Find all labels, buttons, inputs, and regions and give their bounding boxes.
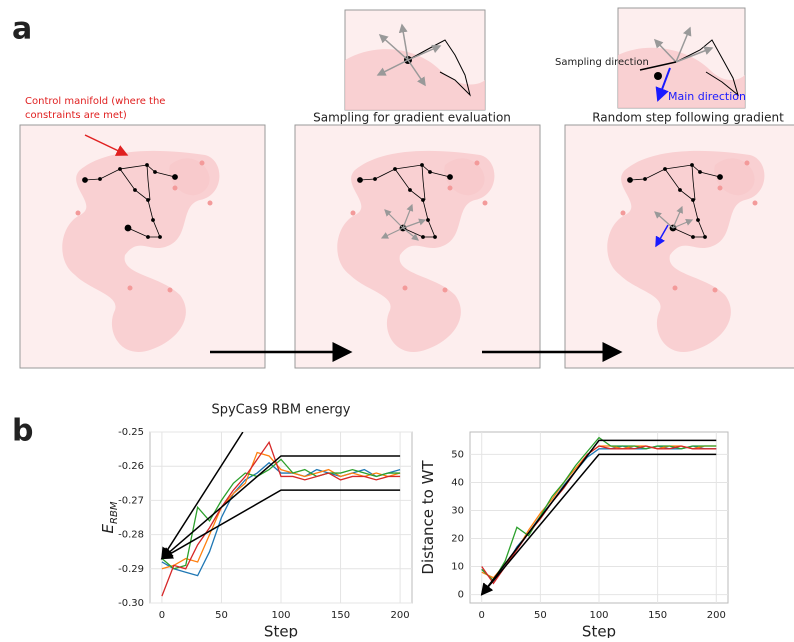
manifold-box (294, 124, 541, 369)
y-tick-label: -0.28 (118, 530, 144, 541)
x-tick-label: 0 (479, 610, 485, 621)
y-tick-label: -0.27 (118, 495, 144, 506)
inset (617, 7, 746, 109)
arrow (84, 134, 129, 156)
manifold-box (564, 124, 794, 369)
series-line (161, 432, 244, 560)
step-title: Random step following gradient (592, 111, 784, 125)
x-tick-label: 200 (707, 610, 726, 621)
y-tick-label: -0.29 (118, 564, 144, 575)
series-line (481, 436, 717, 582)
x-tick-label: 50 (215, 610, 228, 621)
annotation: Sampling direction (555, 57, 649, 68)
manifold-box (19, 124, 266, 369)
series-line (161, 461, 401, 577)
annotation: constraints are met) (25, 110, 127, 121)
x-tick-label: 100 (589, 610, 608, 621)
series-line (480, 453, 717, 596)
x-axis-label: Step (264, 623, 298, 639)
chart-title: SpyCas9 RBM energy (211, 403, 350, 418)
x-tick-label: 0 (159, 610, 165, 621)
sampling-arrows (380, 203, 694, 241)
y-axis-label-main: E (99, 523, 117, 533)
x-tick-label: 100 (271, 610, 290, 621)
y-tick-label: -0.30 (118, 598, 144, 609)
y-axis-label: Distance to WT (419, 460, 437, 575)
series-line (160, 489, 401, 560)
y-axis-label-sub: RBM (109, 501, 120, 524)
y-tick-label: 40 (451, 477, 464, 488)
x-axis-label: Step (582, 623, 616, 639)
x-tick-label: 200 (391, 610, 410, 621)
y-axis-label-main: Distance to WT (419, 460, 437, 575)
y-tick-label: 10 (451, 562, 464, 573)
y-tick-label: 30 (451, 505, 464, 516)
y-tick-label: -0.25 (118, 427, 144, 438)
step-title: Sampling for gradient evaluation (313, 111, 511, 125)
y-axis-label: ERBM (99, 501, 120, 533)
y-tick-label: -0.26 (118, 461, 144, 472)
annotation: Control manifold (where the (25, 96, 165, 107)
y-tick-label: 0 (458, 590, 464, 601)
x-tick-label: 150 (331, 610, 350, 621)
x-tick-label: 50 (534, 610, 547, 621)
x-tick-label: 150 (648, 610, 667, 621)
panel-label: b (12, 414, 33, 449)
series-line (161, 451, 401, 570)
series-line (160, 455, 401, 560)
step-arrow (655, 224, 669, 248)
y-tick-label: 50 (451, 449, 464, 460)
panel-label: a (12, 12, 32, 47)
y-tick-label: 20 (451, 534, 464, 545)
series-line (161, 458, 401, 570)
inset (344, 9, 486, 111)
series-line (161, 440, 401, 597)
series-line (480, 439, 717, 596)
annotation: Main direction (668, 90, 746, 103)
